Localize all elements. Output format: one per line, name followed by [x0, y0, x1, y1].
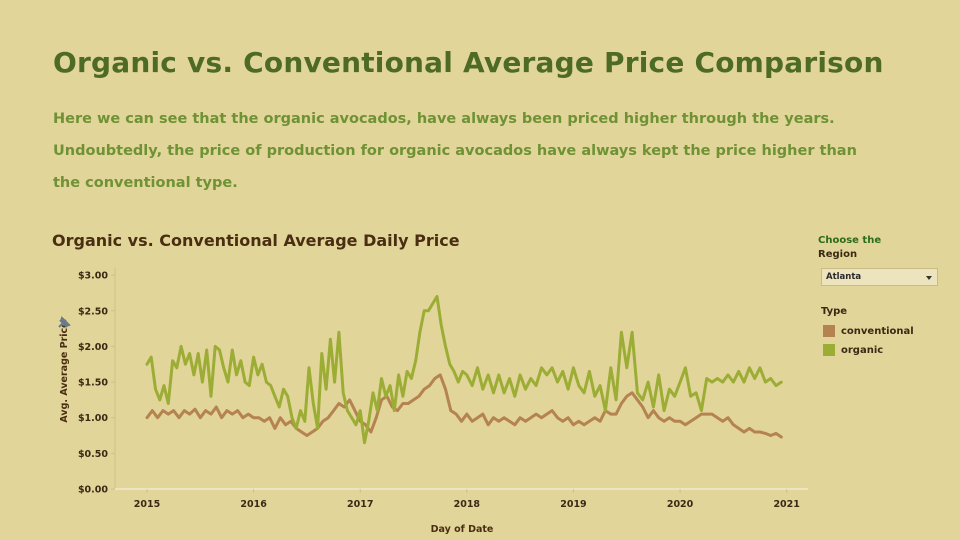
legend-title: Type	[821, 306, 848, 317]
y-tick-label: $2.00	[78, 342, 108, 353]
legend-item-conventional[interactable]: conventional	[823, 325, 914, 337]
legend-swatch-organic	[823, 344, 835, 356]
x-tick-label: 2020	[667, 499, 694, 510]
description-line-1: Here we can see that the organic avocado…	[53, 111, 835, 127]
y-tick-label: $0.00	[78, 485, 108, 496]
page-title: Organic vs. Conventional Average Price C…	[53, 46, 884, 79]
y-tick-label: $0.50	[78, 449, 108, 460]
description-line-2: Undoubtedly, the price of production for…	[53, 143, 857, 159]
y-tick-label: $3.00	[78, 271, 108, 282]
chevron-down-icon[interactable]	[926, 276, 932, 280]
y-tick-label: $1.50	[78, 378, 108, 389]
y-tick-label: $2.50	[78, 306, 108, 317]
chart-title: Organic vs. Conventional Average Daily P…	[52, 231, 460, 250]
x-tick-label: 2018	[454, 499, 481, 510]
x-tick-label: 2019	[560, 499, 586, 510]
y-tick-label: $1.00	[78, 413, 108, 424]
x-tick-label: 2017	[347, 499, 373, 510]
pin-icon[interactable]	[58, 316, 71, 328]
legend-label-conventional: conventional	[841, 325, 914, 337]
region-dropdown[interactable]: Atlanta	[821, 268, 938, 286]
x-tick-label: 2021	[773, 499, 799, 510]
x-tick-label: 2015	[134, 499, 160, 510]
filter-label-line-2: Region	[818, 249, 858, 260]
description-line-3: the conventional type.	[53, 175, 238, 191]
legend-label-organic: organic	[841, 344, 884, 356]
filter-label-line-1: Choose the	[818, 235, 882, 246]
x-axis-title: Day of Date	[431, 524, 494, 535]
x-tick-label: 2016	[240, 499, 267, 510]
legend-swatch-conventional	[823, 325, 835, 337]
chart-lines	[145, 295, 783, 445]
region-selected-value: Atlanta	[826, 272, 862, 282]
y-axis-title: Avg. Average Price	[59, 321, 70, 422]
chart-axes: $0.00 $0.50 $1.00 $1.50 $2.00 $2.50 $3.00 2015 2…	[59, 268, 808, 535]
series-line-organic	[145, 295, 783, 445]
series-line-conventional	[145, 373, 783, 439]
region-filter-label: Choose the Region	[818, 234, 881, 262]
legend-item-organic[interactable]: organic	[823, 344, 883, 356]
page-description: Here we can see that the organic avocado…	[53, 103, 883, 199]
